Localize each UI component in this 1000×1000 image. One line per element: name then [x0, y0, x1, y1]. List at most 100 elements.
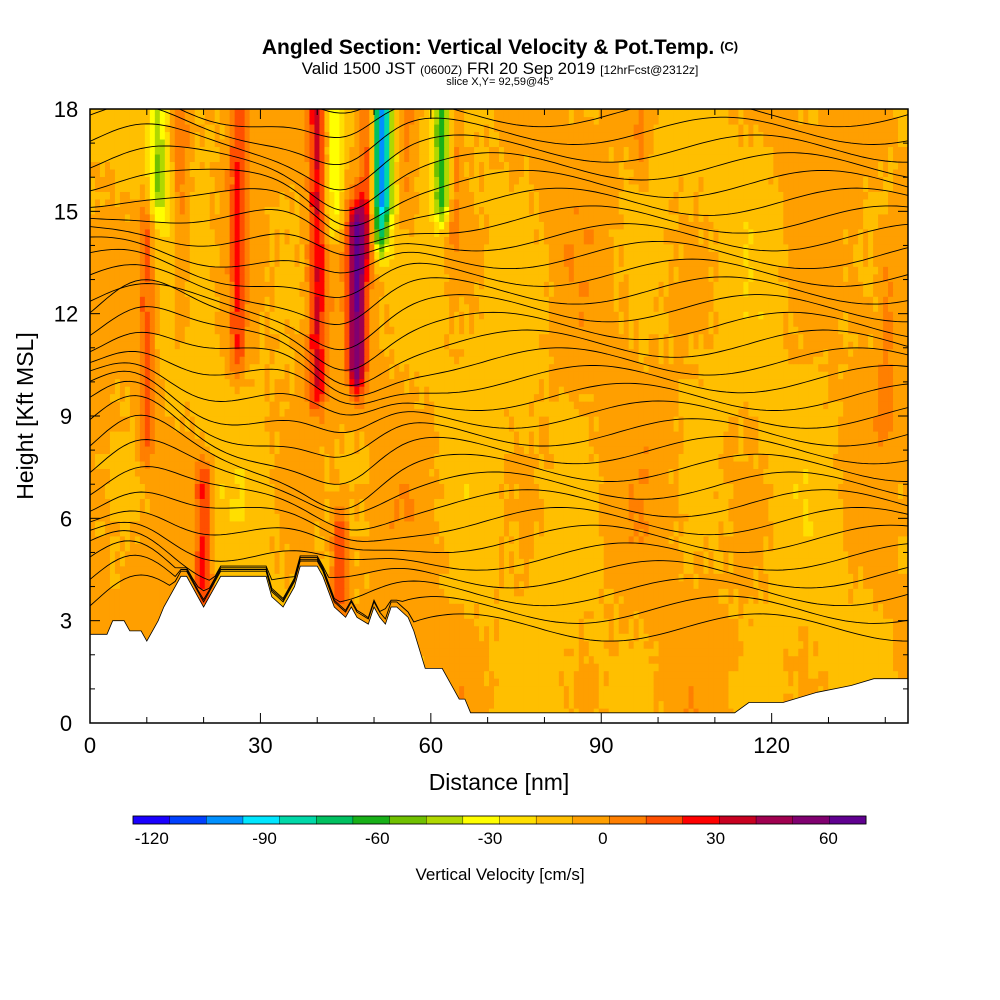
velocity-cell: [608, 670, 615, 679]
velocity-cell: [469, 610, 475, 619]
velocity-cell: [94, 565, 101, 574]
velocity-cell: [533, 693, 540, 702]
velocity-cell: [344, 573, 350, 582]
velocity-cell: [543, 700, 550, 709]
velocity-cell: [628, 528, 635, 537]
velocity-cell: [144, 505, 151, 514]
velocity-cell: [369, 550, 375, 559]
velocity-cell: [868, 535, 874, 544]
velocity-cell: [404, 505, 410, 514]
velocity-cell: [703, 498, 710, 507]
velocity-cell: [429, 528, 435, 537]
velocity-cell: [114, 580, 121, 589]
velocity-cell: [688, 618, 695, 627]
velocity-cell: [543, 498, 550, 507]
velocity-cell: [598, 550, 605, 559]
velocity-cell: [903, 505, 908, 514]
velocity-cell: [598, 625, 605, 634]
velocity-cell: [883, 535, 889, 544]
velocity-cell: [449, 580, 455, 589]
velocity-cell: [489, 505, 495, 514]
velocity-cell: [743, 550, 749, 559]
velocity-cell: [698, 693, 705, 702]
velocity-cell: [99, 535, 106, 544]
velocity-cell: [813, 670, 819, 679]
velocity-cell: [499, 640, 505, 649]
velocity-cell: [339, 565, 345, 574]
velocity-cell: [374, 543, 380, 552]
velocity-cell: [523, 520, 530, 529]
velocity-cell: [648, 520, 655, 529]
velocity-cell: [683, 588, 690, 597]
velocity-cell: [593, 550, 600, 559]
velocity-cell: [239, 498, 246, 507]
velocity-cell: [369, 513, 375, 522]
velocity-cell: [713, 535, 720, 544]
velocity-cell: [404, 550, 410, 559]
velocity-cell: [219, 520, 226, 529]
velocity-cell: [748, 528, 754, 537]
velocity-cell: [568, 655, 575, 664]
velocity-cell: [518, 528, 525, 537]
velocity-cell: [608, 498, 615, 507]
velocity-cell: [503, 565, 510, 574]
velocity-cell: [464, 595, 470, 604]
velocity-cell: [129, 610, 136, 619]
velocity-cell: [249, 513, 256, 522]
velocity-cell: [793, 678, 799, 687]
velocity-cell: [888, 565, 894, 574]
velocity-cell: [474, 595, 480, 604]
velocity-cell: [568, 603, 575, 612]
velocity-cell: [798, 640, 804, 649]
velocity-cell: [583, 648, 590, 657]
velocity-cell: [768, 663, 774, 672]
velocity-cell: [419, 603, 425, 612]
velocity-cell: [274, 558, 281, 567]
velocity-cell: [648, 678, 655, 687]
velocity-cell: [743, 685, 749, 694]
velocity-cell: [209, 520, 216, 529]
velocity-cell: [394, 580, 400, 589]
velocity-cell: [833, 670, 839, 679]
velocity-cell: [808, 550, 814, 559]
velocity-cell: [364, 573, 370, 582]
velocity-cell: [404, 535, 410, 544]
velocity-cell: [334, 513, 340, 522]
velocity-cell: [848, 595, 854, 604]
velocity-cell: [399, 558, 405, 567]
velocity-cell: [573, 700, 580, 709]
velocity-cell: [793, 588, 799, 597]
velocity-cell: [299, 520, 306, 529]
velocity-cell: [494, 543, 500, 552]
velocity-cell: [873, 543, 879, 552]
velocity-cell: [678, 708, 685, 717]
velocity-cell: [808, 678, 814, 687]
velocity-cell: [568, 520, 575, 529]
velocity-cell: [668, 700, 675, 709]
velocity-cell: [718, 550, 725, 559]
velocity-cell: [628, 700, 635, 709]
velocity-cell: [603, 595, 610, 604]
velocity-cell: [354, 603, 360, 612]
slice-info: slice X,Y= 92,59@45°: [446, 76, 554, 88]
velocity-cell: [708, 588, 715, 597]
velocity-cell: [469, 505, 475, 514]
velocity-cell: [349, 565, 355, 574]
velocity-cell: [269, 520, 276, 529]
velocity-cell: [848, 640, 854, 649]
velocity-cell: [389, 550, 395, 559]
velocity-cell: [613, 633, 620, 642]
velocity-cell: [169, 580, 176, 589]
velocity-cell: [528, 700, 535, 709]
velocity-cell: [99, 565, 106, 574]
velocity-cell: [658, 640, 665, 649]
velocity-cell: [169, 520, 176, 529]
velocity-cell: [808, 663, 814, 672]
velocity-cell: [583, 595, 590, 604]
velocity-cell: [219, 505, 226, 514]
velocity-cell: [903, 663, 908, 672]
velocity-cell: [753, 505, 759, 514]
velocity-cell: [503, 610, 510, 619]
velocity-cell: [603, 580, 610, 589]
velocity-cell: [449, 520, 455, 529]
